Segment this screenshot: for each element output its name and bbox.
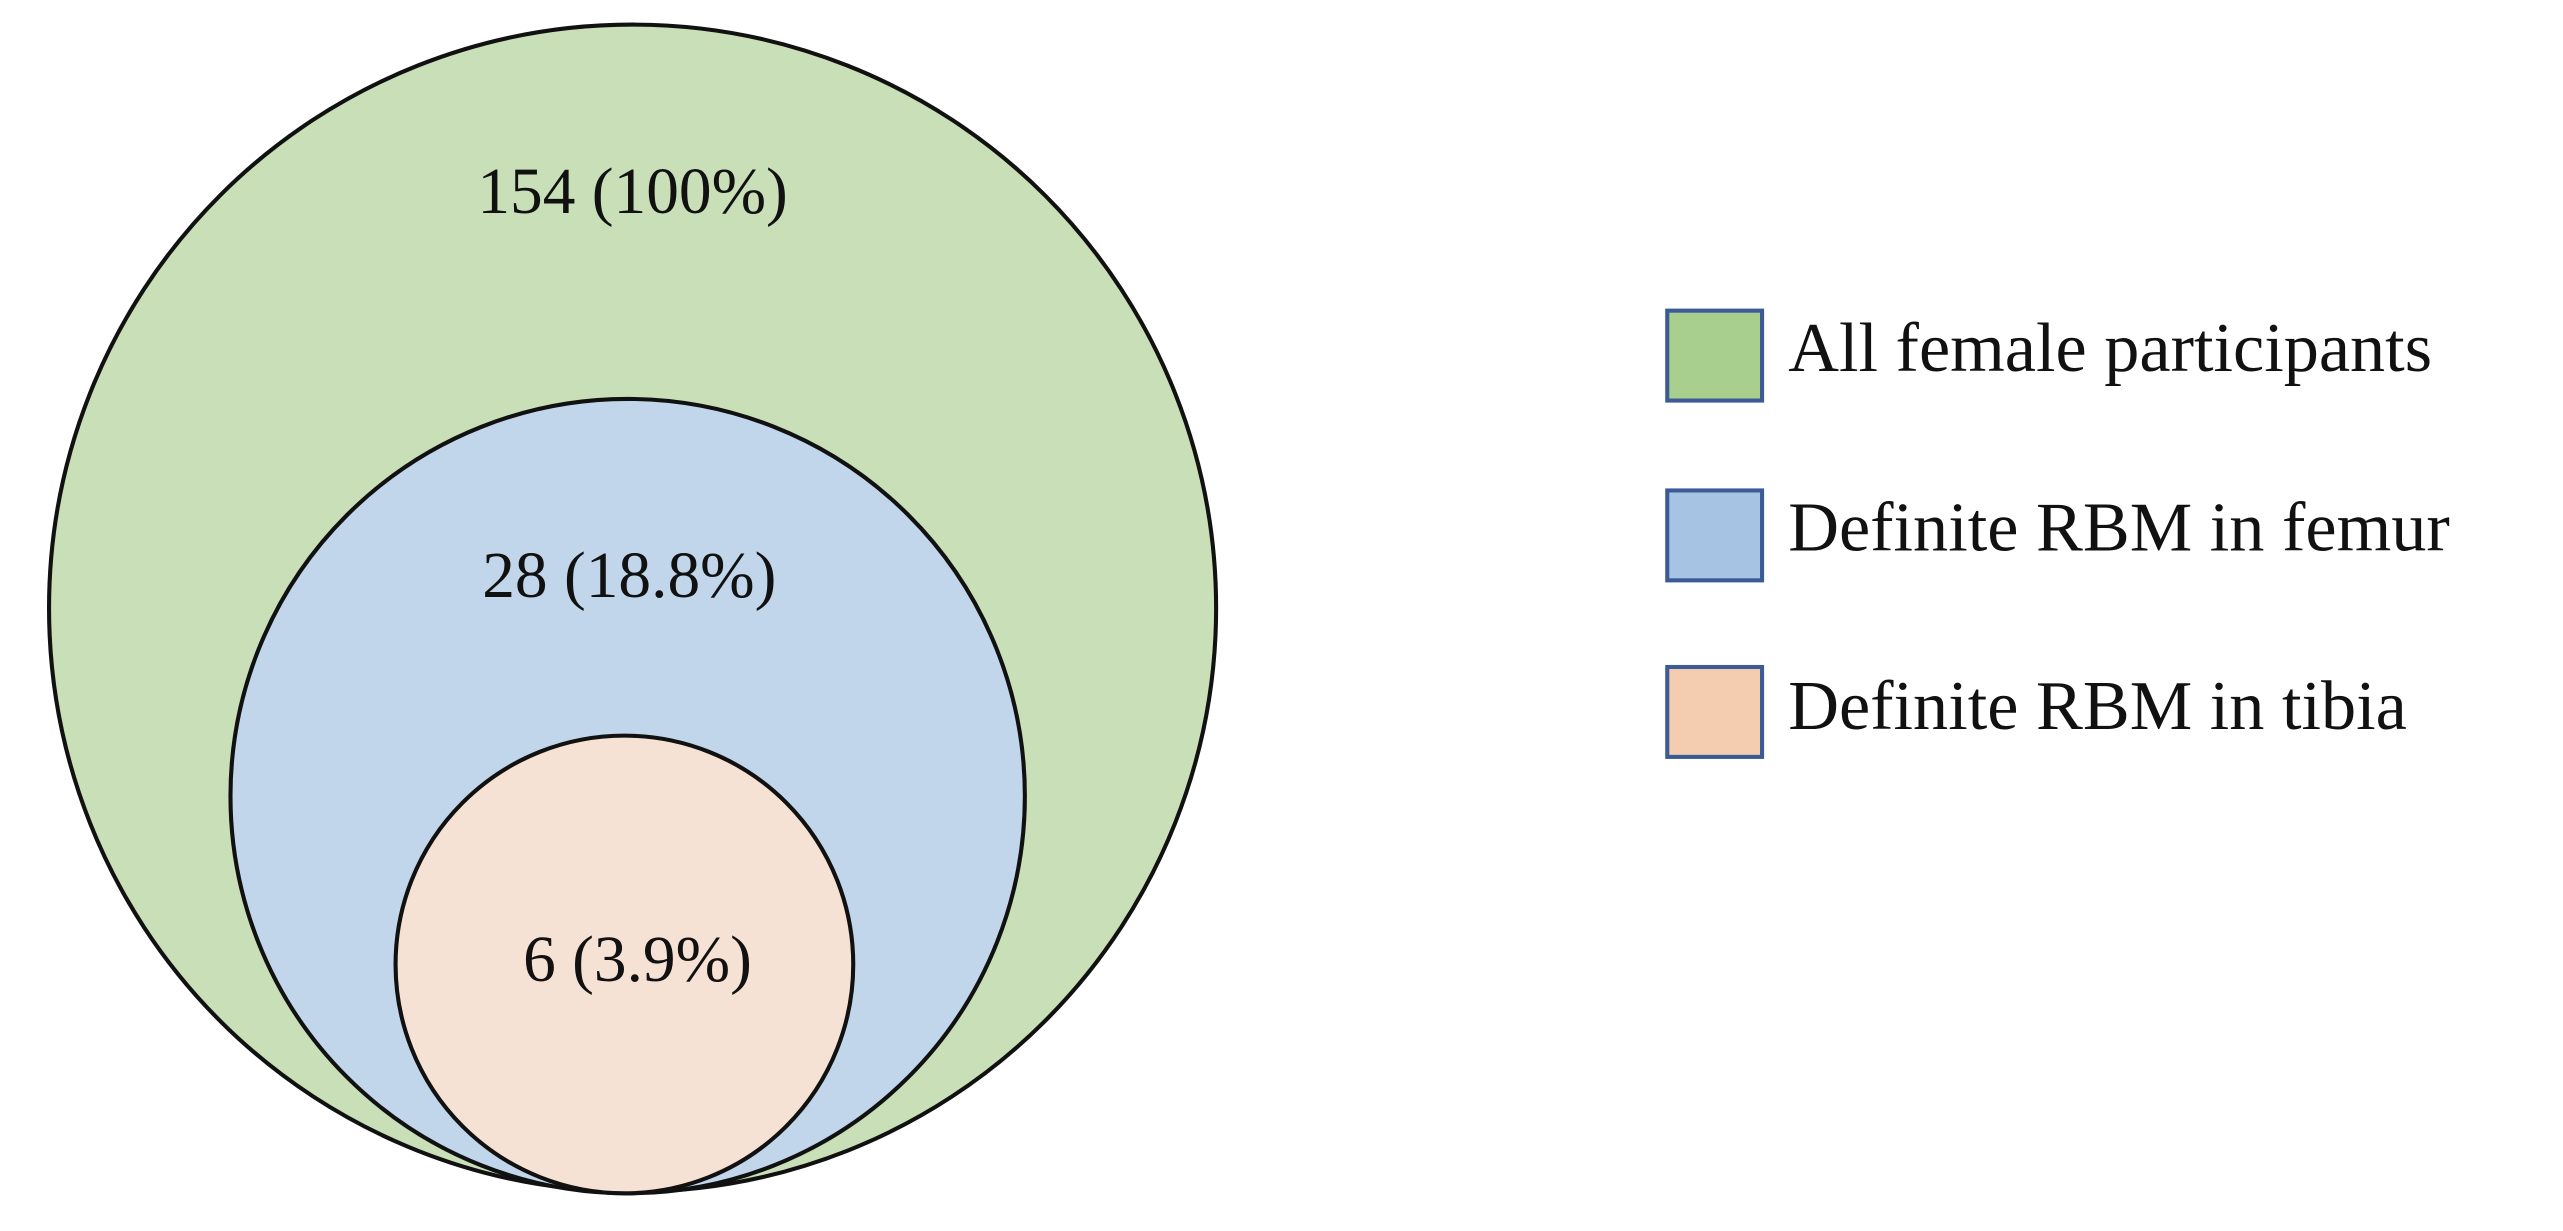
legend-label: All female participants	[1788, 309, 2432, 387]
legend-label: Definite RBM in femur	[1788, 489, 2450, 567]
legend-label: Definite RBM in tibia	[1788, 667, 2407, 745]
circle-tibia	[393, 733, 856, 1196]
circle-label: 6 (3.9%)	[523, 924, 752, 996]
circle-label: 28 (18.8%)	[482, 540, 776, 612]
legend-swatch	[1665, 488, 1765, 583]
legend-swatch	[1665, 308, 1765, 403]
circle-label: 154 (100%)	[477, 156, 787, 228]
legend-swatch	[1665, 664, 1765, 759]
